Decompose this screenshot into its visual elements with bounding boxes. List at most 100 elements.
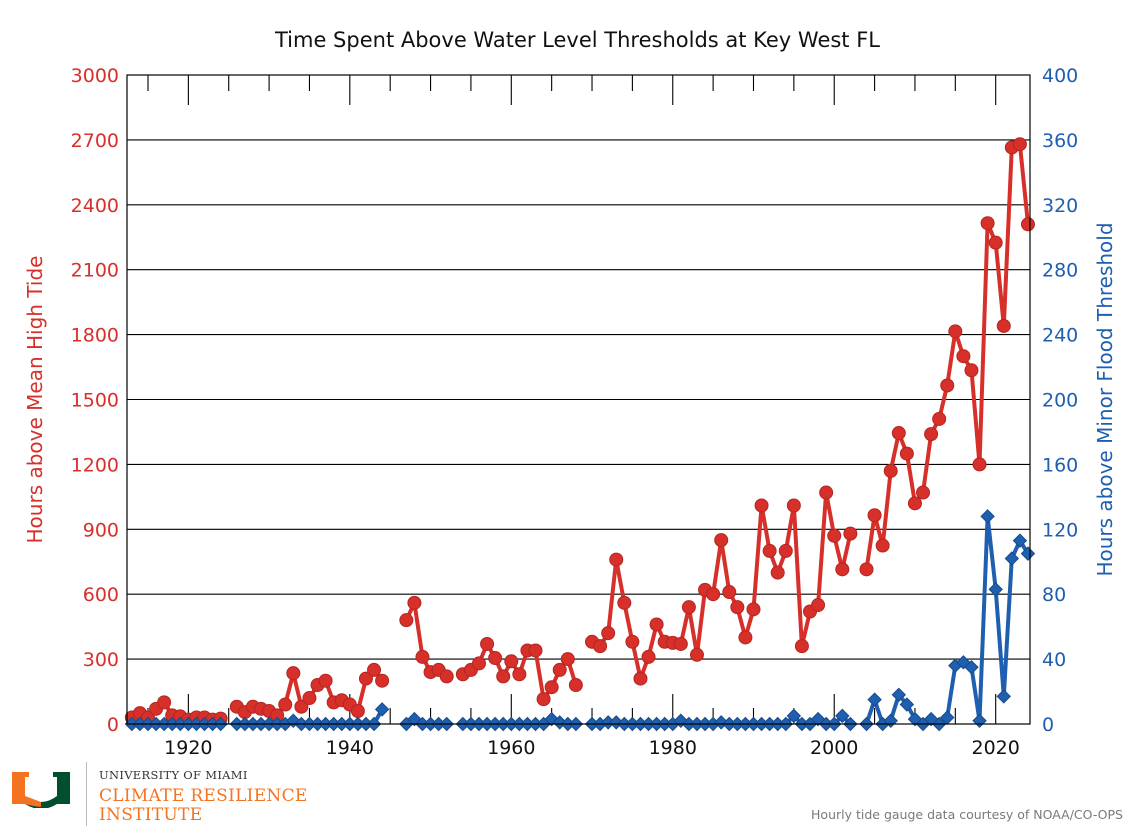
data-point (399, 613, 414, 628)
chart-title: Time Spent Above Water Level Thresholds … (274, 28, 880, 52)
data-point (762, 543, 777, 558)
data-point (778, 543, 793, 558)
data-point (980, 216, 995, 231)
data-point (1020, 546, 1036, 561)
data-point (375, 673, 390, 688)
data-point (512, 667, 527, 682)
data-point (996, 689, 1011, 704)
university-name: UNIVERSITY OF MIAMI (99, 768, 248, 782)
data-point (286, 666, 301, 681)
right-tick-label: 200 (1042, 390, 1078, 412)
data-point (835, 562, 850, 577)
series-minor-flood (124, 509, 1036, 732)
university-logo-icon (12, 766, 70, 809)
data-point (350, 704, 365, 719)
x-tick-label: 2000 (810, 737, 858, 759)
data-point (875, 538, 890, 553)
data-point (1012, 137, 1027, 152)
data-point (407, 595, 422, 610)
x-tick-label: 1920 (164, 737, 212, 759)
data-point (625, 634, 640, 649)
data-point (916, 485, 931, 500)
right-axis-title: Hours above Minor Flood Threshold (1093, 222, 1117, 576)
data-point (641, 649, 656, 664)
series-layer (124, 137, 1036, 732)
data-point (496, 669, 511, 684)
left-tick-label: 1500 (71, 390, 119, 412)
series-mean-high-tide (124, 137, 1035, 727)
data-point (1020, 217, 1035, 232)
data-point (964, 363, 979, 378)
data-point (730, 600, 745, 615)
data-point (956, 349, 971, 364)
right-tick-label: 160 (1042, 454, 1078, 476)
data-point (552, 662, 567, 677)
data-point (367, 662, 382, 677)
left-tick-label: 300 (83, 649, 119, 671)
data-point (907, 496, 922, 511)
right-tick-label: 360 (1042, 130, 1078, 152)
institute-name: UNIVERSITY OF MIAMI CLIMATE RESILIENCE I… (86, 762, 308, 826)
right-tick-label: 280 (1042, 260, 1078, 282)
data-point (439, 669, 454, 684)
data-point (940, 378, 955, 393)
data-point (609, 552, 624, 567)
right-tick-label: 400 (1042, 65, 1078, 87)
data-point (278, 697, 293, 712)
left-tick-label: 0 (107, 714, 119, 736)
data-point (794, 639, 809, 654)
data-point (883, 463, 898, 478)
right-tick-label: 0 (1042, 714, 1054, 736)
institute-name-line1: CLIMATE RESILIENCE (99, 786, 308, 806)
data-point (924, 427, 939, 442)
x-tick-label: 2020 (972, 737, 1020, 759)
right-tick-label: 40 (1042, 649, 1066, 671)
data-point (786, 708, 802, 724)
data-point (738, 630, 753, 645)
data-point (633, 671, 648, 686)
data-point (996, 318, 1011, 333)
data-point (415, 649, 430, 664)
data-point (560, 652, 575, 667)
x-tick-label: 1980 (649, 737, 697, 759)
left-tick-label: 1800 (71, 325, 119, 347)
data-point (714, 533, 729, 548)
data-point (544, 680, 559, 695)
data-point (980, 509, 995, 524)
data-point (948, 324, 963, 339)
data-point (964, 660, 979, 675)
data-point (988, 582, 1003, 597)
left-tick-label: 1200 (71, 454, 119, 476)
data-point (706, 587, 721, 602)
data-point (867, 508, 882, 523)
data-point (754, 498, 769, 513)
data-point (843, 526, 858, 541)
axis-labels: 0 300 600 900 1200 1500 1800 2100 2400 2700 3000 0 4… (23, 65, 1117, 759)
left-tick-label: 600 (83, 584, 119, 606)
data-point (568, 678, 583, 693)
data-point (528, 643, 543, 658)
data-point (673, 636, 688, 651)
data-point (891, 687, 907, 703)
right-tick-label: 320 (1042, 195, 1078, 217)
data-point (318, 673, 333, 688)
data-point (593, 639, 608, 654)
data-credit: Hourly tide gauge data courtesy of NOAA/… (811, 807, 1123, 822)
data-point (471, 656, 486, 671)
data-point (827, 528, 842, 543)
institute-name-line2: INSTITUTE (99, 805, 203, 825)
left-tick-label: 2700 (71, 130, 119, 152)
gridlines (127, 139, 1030, 660)
data-point (1004, 551, 1020, 566)
data-point (1012, 533, 1028, 548)
data-point (536, 692, 551, 707)
data-point (972, 457, 987, 472)
right-tick-label: 120 (1042, 519, 1078, 541)
data-point (374, 702, 390, 717)
data-point (601, 626, 616, 641)
series-line (864, 142, 1030, 570)
left-tick-label: 900 (83, 519, 119, 541)
data-point (988, 235, 1003, 250)
data-point (157, 695, 172, 710)
